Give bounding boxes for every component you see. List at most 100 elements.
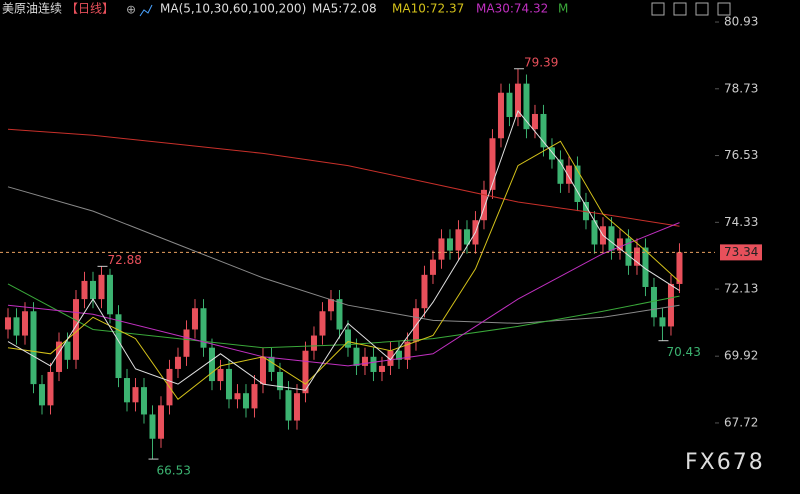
candle-body xyxy=(276,371,283,391)
legend-item: MA5:72.08 xyxy=(312,2,377,16)
candle-body xyxy=(446,238,453,251)
candle-body xyxy=(72,299,79,360)
candle-body xyxy=(327,299,334,312)
candle-body xyxy=(506,92,513,118)
candle-body xyxy=(64,341,71,360)
candle-body xyxy=(438,238,445,260)
ma-line xyxy=(7,109,680,391)
candle-body xyxy=(208,347,215,382)
legend-item: M xyxy=(558,2,568,16)
candle-body xyxy=(378,365,385,372)
candle-body xyxy=(463,229,470,245)
candle-body xyxy=(310,335,317,351)
ma-line xyxy=(7,222,680,367)
legend-item: MA10:72.37 xyxy=(392,2,464,16)
legend-item: MA(5,10,30,60,100,200) xyxy=(160,2,306,16)
icon[interactable] xyxy=(673,2,687,16)
candle-body xyxy=(565,165,572,184)
candle-body xyxy=(47,371,54,406)
candle-body xyxy=(531,113,538,130)
candle-body xyxy=(625,238,632,266)
candle-body xyxy=(106,274,113,315)
ma-icon xyxy=(139,4,153,17)
legend-item: 美原油连续 xyxy=(2,1,62,16)
candle-body xyxy=(421,274,428,309)
add-icon[interactable]: ⊕ xyxy=(126,3,136,17)
candle-body xyxy=(4,317,11,330)
candle-body xyxy=(55,341,62,372)
ma-line xyxy=(7,186,680,324)
candle-body xyxy=(98,274,105,300)
candle-body xyxy=(574,165,581,202)
candle-body xyxy=(514,83,521,118)
candle-body xyxy=(455,229,462,251)
candle-body xyxy=(429,259,436,275)
candle-body xyxy=(225,368,232,400)
high-label: 79.39 xyxy=(524,55,558,69)
candle-body xyxy=(336,299,343,330)
candle-body xyxy=(234,393,241,400)
candle-body xyxy=(659,317,666,327)
toolbar-icons: ⊕ xyxy=(126,2,731,17)
y-tick-label: 78.73 xyxy=(724,81,758,95)
candle-body xyxy=(293,393,300,421)
candle-body xyxy=(268,356,275,372)
candle-body xyxy=(259,356,266,385)
candle-body xyxy=(676,252,683,284)
icon[interactable] xyxy=(717,2,731,16)
y-tick-label: 76.53 xyxy=(724,148,758,162)
ma-line xyxy=(7,128,680,227)
candle-body xyxy=(191,308,198,330)
candle-body xyxy=(174,356,181,369)
candle-body xyxy=(319,311,326,336)
last-price-label: 73.34 xyxy=(724,245,758,259)
candle-body xyxy=(21,311,28,336)
candle-body xyxy=(353,347,360,366)
candle-body xyxy=(540,113,547,148)
candle-body xyxy=(387,350,394,366)
candle-body xyxy=(157,405,164,439)
candle-body xyxy=(123,378,130,403)
icon[interactable] xyxy=(695,2,709,16)
candle-body xyxy=(667,283,674,327)
y-tick-label: 72.13 xyxy=(724,282,758,296)
candle-body xyxy=(395,350,402,360)
candle-body xyxy=(30,311,37,385)
candle-body xyxy=(370,356,377,372)
y-tick-label: 74.33 xyxy=(724,215,758,229)
candle-body xyxy=(608,226,615,251)
candle-body xyxy=(13,317,20,336)
candle-body xyxy=(115,314,122,379)
last-price-box xyxy=(720,244,762,261)
candle-body xyxy=(480,189,487,221)
candle-body xyxy=(344,329,351,348)
candle-body xyxy=(489,138,496,190)
legend-item: MA30:74.32 xyxy=(476,2,548,16)
candle-body xyxy=(582,201,589,221)
watermark: FX678 xyxy=(685,450,765,475)
legend-item: 【日线】 xyxy=(66,2,114,16)
candle-body xyxy=(217,368,224,382)
candle-body xyxy=(200,308,207,348)
y-tick-label: 67.72 xyxy=(724,415,758,429)
candle-body xyxy=(591,220,598,245)
high-label: 72.88 xyxy=(107,253,141,267)
candle-body xyxy=(132,387,139,403)
candle-body xyxy=(642,247,649,287)
ma-line xyxy=(7,283,680,349)
candle-body xyxy=(404,341,411,360)
candle-body xyxy=(650,286,657,318)
candle-body xyxy=(302,350,309,394)
candle-body xyxy=(633,247,640,266)
icon[interactable] xyxy=(651,2,665,16)
candle-body xyxy=(497,92,504,139)
candle-body xyxy=(140,387,147,415)
candle-body xyxy=(361,356,368,366)
candle-body xyxy=(81,280,88,300)
low-label: 66.53 xyxy=(156,464,190,478)
candle-body xyxy=(557,159,564,184)
y-tick-label: 80.93 xyxy=(724,15,758,29)
candle-body xyxy=(242,393,249,409)
